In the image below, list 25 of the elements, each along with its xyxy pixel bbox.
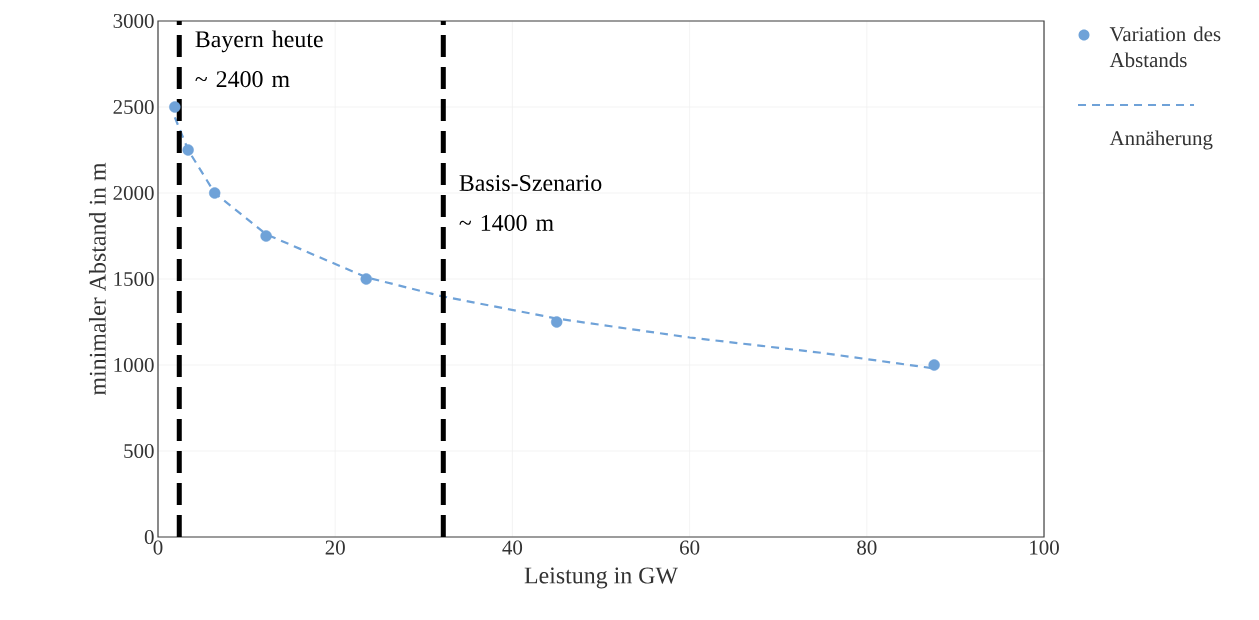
y-tick-label: 500 bbox=[124, 443, 154, 459]
point bbox=[551, 316, 563, 328]
point bbox=[182, 144, 194, 156]
ref-line-label: Bayern heute ~ 2400 m bbox=[195, 30, 323, 88]
y-tick-label: 3000 bbox=[113, 13, 154, 29]
y-tick-label: 2000 bbox=[113, 185, 154, 201]
x-tick-label: 40 bbox=[502, 540, 523, 555]
point bbox=[260, 230, 272, 242]
x-tick-label: 80 bbox=[857, 540, 877, 555]
x-axis-title: Leistung in GW bbox=[524, 567, 678, 589]
y-tick-label: 1500 bbox=[114, 271, 154, 287]
point bbox=[360, 273, 372, 285]
ref-line-label: Basis-Szenario ~ 1400 m bbox=[459, 175, 602, 231]
y-axis-title: minimaler Abstand in m bbox=[88, 162, 106, 396]
x-tick-label: 60 bbox=[680, 540, 700, 555]
point bbox=[169, 101, 181, 113]
x-tick-label: 20 bbox=[325, 540, 345, 555]
point bbox=[209, 187, 221, 199]
legend-label: Variation des Abstands bbox=[1109, 26, 1221, 68]
y-tick-label: 0 bbox=[144, 529, 154, 545]
text: Annäherung bbox=[1109, 130, 1213, 150]
y-tick-label: 2500 bbox=[113, 99, 154, 115]
x-tick-label: 100 bbox=[1030, 540, 1059, 555]
y-tick-label: 1000 bbox=[114, 357, 154, 373]
point bbox=[928, 359, 940, 371]
